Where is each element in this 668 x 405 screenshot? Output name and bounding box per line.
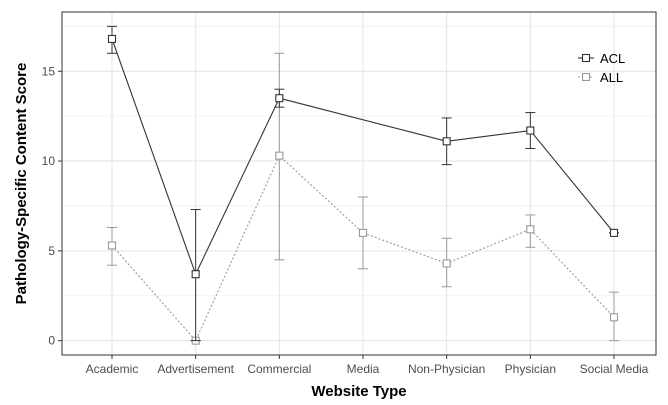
x-tick-label: Social Media (580, 362, 649, 376)
data-point (107, 241, 117, 250)
legend-label: ALL (600, 70, 623, 85)
plot-border (61, 11, 657, 356)
y-tick-label: 5 (48, 244, 55, 258)
data-point (275, 151, 284, 160)
grid-major (62, 12, 656, 355)
grid-minor (62, 25, 656, 297)
x-tick-label: Advertisement (157, 362, 234, 376)
legend-item-acl: ACL (578, 51, 625, 66)
x-tick-label: Non-Physician (408, 362, 485, 376)
x-tick-label: Commercial (247, 362, 311, 376)
y-tick-label: 10 (42, 154, 56, 168)
legend-key-marker (581, 72, 591, 82)
data-point (442, 259, 451, 268)
x-tick-label: Physician (505, 362, 556, 376)
data-point (191, 270, 200, 279)
data-point (107, 34, 117, 43)
series-line (111, 38, 615, 276)
series-layer (107, 25, 619, 345)
data-point (358, 228, 368, 237)
series-acl (107, 25, 619, 342)
legend-label: ACL (600, 51, 625, 66)
legend-key-marker (581, 53, 591, 63)
y-tick-label: 0 (48, 334, 55, 348)
y-tick-label: 15 (42, 64, 56, 78)
data-point (609, 313, 619, 322)
x-tick-label: Academic (86, 362, 139, 376)
data-point (609, 228, 619, 237)
legend: ACL ALL (578, 51, 625, 85)
x-axis-title: Website Type (311, 383, 406, 400)
x-axis-ticks: Academic Advertisement Commercial Media Non-… (86, 355, 649, 376)
x-tick-label: Media (347, 362, 380, 376)
y-axis-ticks: 0 5 10 15 (42, 64, 62, 348)
data-point (526, 126, 535, 135)
data-point (275, 94, 284, 103)
data-point (526, 225, 535, 234)
y-axis-title: Pathology-Specific Content Score (13, 63, 30, 305)
data-point (442, 137, 451, 146)
legend-item-all: ALL (578, 70, 623, 85)
